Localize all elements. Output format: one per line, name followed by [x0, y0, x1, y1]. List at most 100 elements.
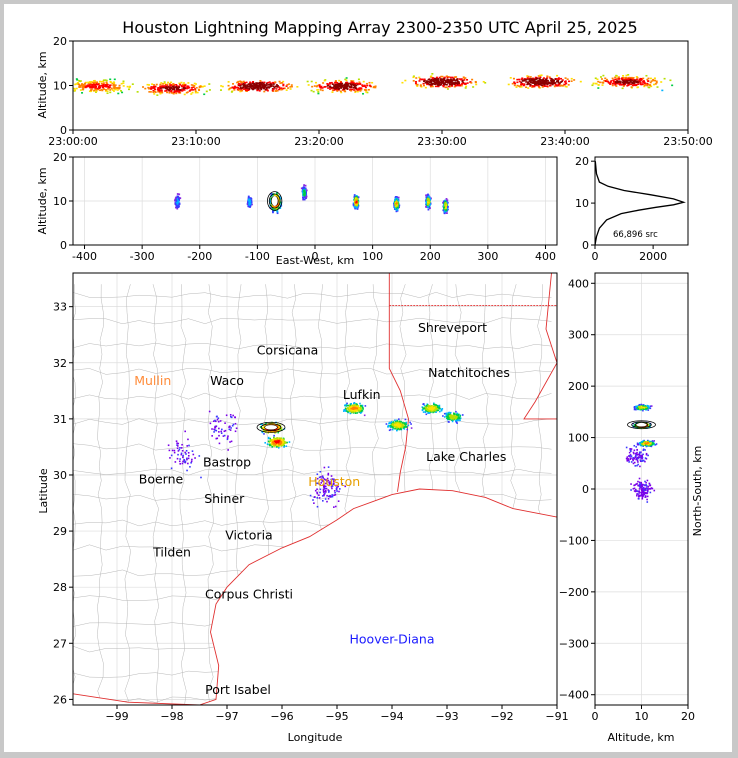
eastwest-axis-tick-label: 0 — [312, 250, 319, 263]
source-point — [446, 76, 449, 79]
eastwest-cluster — [425, 193, 432, 211]
source-point — [434, 85, 437, 88]
longitude-axis-tick-label: −93 — [435, 710, 458, 723]
source-point — [249, 197, 252, 199]
source-point — [269, 444, 271, 446]
source-point — [566, 78, 569, 81]
source-point — [356, 197, 359, 200]
density-peak — [271, 196, 278, 206]
source-point — [326, 83, 329, 85]
source-point — [520, 81, 523, 84]
source-point — [546, 82, 549, 84]
source-point — [272, 88, 275, 90]
source-point — [188, 90, 191, 92]
source-point — [438, 406, 441, 409]
source-point — [345, 79, 348, 82]
source-point — [455, 413, 458, 416]
source-point — [232, 414, 234, 417]
source-point — [625, 76, 628, 79]
source-point — [94, 81, 97, 84]
source-point — [565, 86, 568, 88]
source-point — [354, 407, 357, 410]
source-point — [327, 497, 330, 500]
source-point — [523, 78, 526, 80]
source-point — [396, 198, 399, 201]
source-point — [179, 458, 181, 460]
source-point — [613, 82, 616, 85]
source-point — [533, 85, 536, 88]
source-point — [76, 79, 79, 81]
source-point — [327, 473, 330, 476]
source-point — [303, 187, 306, 189]
source-point — [273, 442, 275, 444]
source-point — [282, 87, 285, 90]
source-point — [518, 80, 521, 83]
source-point — [643, 85, 646, 88]
latitude-axis-tick-label: 32 — [53, 357, 67, 370]
source-point — [269, 439, 272, 442]
source-point — [198, 89, 201, 91]
source-point — [396, 421, 399, 424]
source-point — [209, 422, 212, 425]
source-point — [596, 78, 599, 81]
source-point — [437, 409, 440, 412]
source-point — [449, 78, 452, 81]
source-point — [354, 90, 357, 92]
source-point — [433, 77, 436, 80]
source-point — [366, 84, 369, 87]
source-point — [252, 81, 255, 83]
source-point — [266, 86, 269, 89]
source-point — [422, 407, 424, 409]
source-point — [324, 491, 327, 493]
source-point — [432, 77, 435, 80]
source-point — [331, 495, 334, 498]
source-point — [447, 416, 450, 418]
source-point — [358, 81, 361, 84]
source-point — [431, 73, 434, 75]
source-point — [550, 79, 553, 82]
source-point — [397, 196, 400, 199]
source-point — [270, 440, 273, 443]
source-point — [88, 84, 91, 86]
source-point — [456, 78, 459, 80]
source-point — [621, 83, 624, 86]
source-point — [351, 409, 353, 412]
source-point — [190, 84, 193, 86]
source-point — [365, 89, 368, 91]
source-point — [458, 78, 461, 80]
source-point — [429, 199, 431, 202]
source-point — [251, 82, 254, 85]
source-point — [435, 82, 438, 85]
source-point — [326, 477, 329, 480]
source-point — [279, 82, 282, 84]
source-point — [633, 80, 636, 83]
source-point — [283, 440, 286, 443]
city-label: Victoria — [225, 527, 272, 542]
source-point — [362, 80, 365, 83]
source-point — [455, 420, 457, 422]
source-point — [446, 415, 449, 418]
source-point — [364, 86, 367, 89]
source-point — [106, 92, 109, 95]
source-point — [148, 91, 151, 93]
source-point — [358, 406, 360, 409]
county-line — [179, 284, 187, 705]
source-point — [233, 85, 236, 88]
source-point — [310, 89, 313, 92]
source-point — [203, 93, 206, 96]
source-point — [474, 81, 477, 84]
source-point — [270, 444, 273, 446]
source-point — [110, 87, 113, 90]
source-point — [435, 81, 438, 84]
source-point — [442, 80, 445, 83]
source-point — [326, 480, 328, 483]
source-point — [456, 82, 459, 84]
source-point — [511, 82, 514, 85]
source-point — [419, 78, 422, 80]
source-point — [611, 77, 614, 80]
source-point — [343, 88, 346, 90]
source-point — [120, 82, 123, 85]
source-point — [350, 89, 353, 92]
source-point — [436, 83, 439, 86]
source-point — [343, 409, 345, 411]
